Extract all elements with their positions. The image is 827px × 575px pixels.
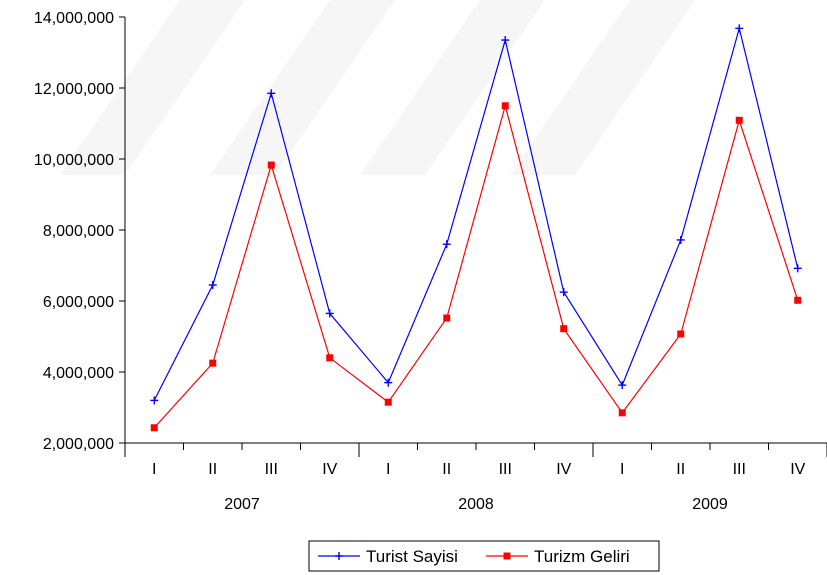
y-tick-label: 4,000,000: [43, 365, 114, 382]
y-tick-label: 14,000,000: [34, 10, 114, 27]
data-point-turist-sayisi: [208, 281, 217, 290]
legend-plus-marker: [335, 552, 343, 560]
data-point-turizm-geliri: [501, 102, 509, 110]
x-tick-label: II: [676, 461, 685, 478]
x-tick-label: III: [499, 461, 512, 478]
x-year-label: 2009: [692, 496, 728, 513]
x-tick-label: IV: [556, 461, 571, 478]
legend: Turist Sayisi Turizm Geliri: [308, 540, 660, 572]
data-point-turizm-geliri: [677, 330, 685, 338]
legend-marker-square: [503, 552, 511, 560]
series-line-turist-sayisi: [153, 25, 799, 401]
data-point-turist-sayisi: [442, 240, 451, 249]
x-tick-label: IV: [790, 461, 805, 478]
data-point-turist-sayisi: [735, 24, 744, 33]
x-tick-label: III: [265, 461, 278, 478]
data-point-turizm-geliri: [794, 296, 802, 304]
data-point-turist-sayisi: [559, 288, 568, 297]
x-tick-label: I: [386, 461, 390, 478]
data-point-turist-sayisi: [793, 264, 802, 273]
x-tick-label: II: [442, 461, 451, 478]
x-year-label: 2007: [224, 496, 260, 513]
x-tick-label: II: [208, 461, 217, 478]
data-point-turizm-geliri: [443, 314, 451, 322]
data-point-turist-sayisi: [501, 36, 510, 45]
data-point-turizm-geliri: [618, 409, 626, 417]
data-point-turizm-geliri: [209, 359, 217, 367]
data-point-turizm-geliri: [267, 161, 275, 169]
legend-label-turizm-geliri: Turizm Geliri: [534, 547, 630, 566]
plot-area: [150, 24, 802, 432]
data-point-turist-sayisi: [267, 89, 276, 98]
y-tick-label: 8,000,000: [43, 223, 114, 240]
data-point-turist-sayisi: [676, 235, 685, 244]
background-stripes: [60, 0, 695, 175]
legend-label-turist-sayisi: Turist Sayisi: [366, 547, 458, 566]
series-line-turizm-geliri: [153, 103, 799, 429]
data-point-turizm-geliri: [150, 424, 158, 432]
legend-box: [308, 540, 660, 572]
legend-square-marker: [503, 552, 511, 560]
data-point-turist-sayisi: [325, 309, 334, 318]
x-tick-label: III: [733, 461, 746, 478]
y-tick-label: 10,000,000: [34, 152, 114, 169]
x-tick-label: I: [152, 461, 156, 478]
y-axis: 2,000,000 4,000,000 6,000,000 8,000,000 10,0…: [34, 10, 126, 453]
data-point-turizm-geliri: [326, 354, 334, 362]
data-point-turist-sayisi: [618, 381, 627, 390]
data-point-turist-sayisi: [384, 378, 393, 387]
y-tick-label: 6,000,000: [43, 294, 114, 311]
data-point-turist-sayisi: [150, 396, 159, 405]
y-tick-label: 12,000,000: [34, 81, 114, 98]
data-point-turizm-geliri: [384, 398, 392, 406]
x-year-label: 2008: [458, 496, 494, 513]
data-point-turizm-geliri: [560, 325, 568, 333]
x-tick-label: IV: [322, 461, 337, 478]
y-tick-label: 2,000,000: [43, 436, 114, 453]
legend-marker-plus: [335, 552, 343, 560]
data-point-turizm-geliri: [735, 116, 743, 124]
x-tick-label: I: [620, 461, 624, 478]
